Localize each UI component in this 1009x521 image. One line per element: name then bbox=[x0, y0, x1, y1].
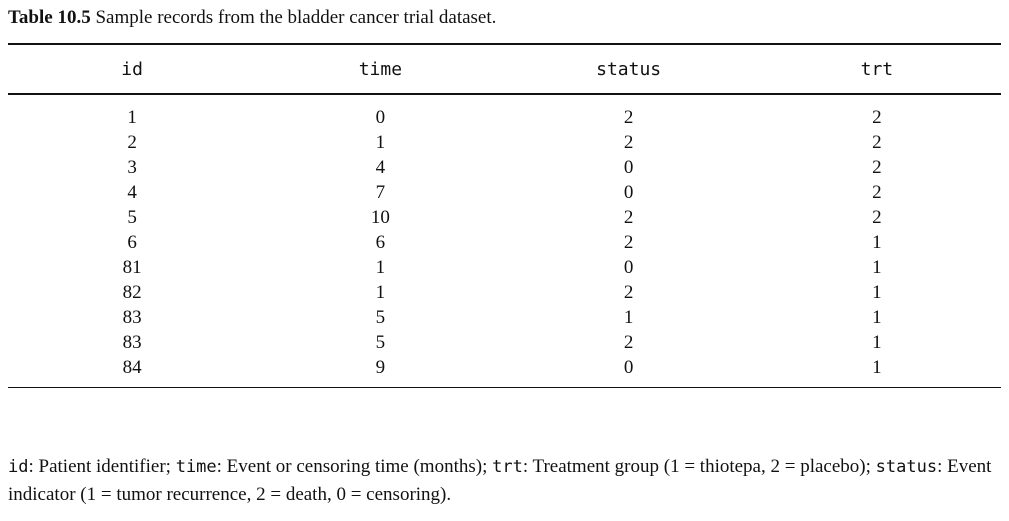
table-cell-id: 81 bbox=[122, 257, 142, 278]
top-rule bbox=[8, 43, 1001, 45]
table-cell-trt: 2 bbox=[872, 157, 882, 178]
table-row: 84 9 0 1 bbox=[8, 355, 1001, 387]
footnote-code-time: time bbox=[175, 457, 217, 477]
table-row: 83 5 1 1 bbox=[8, 305, 1001, 330]
footnote-text-trt: : Treatment group (1 = thiotepa, 2 = pla… bbox=[522, 456, 876, 477]
table-cell-id: 82 bbox=[122, 282, 142, 303]
table-cell-id: 4 bbox=[127, 182, 137, 203]
footnote-code-trt: trt bbox=[492, 457, 523, 477]
table-cell-id: 2 bbox=[127, 132, 137, 153]
column-header-time: time bbox=[358, 58, 403, 80]
footnote-text-status: : Event indicator (1 = tumor recurrence,… bbox=[8, 456, 992, 505]
table-row: 6 6 2 1 bbox=[8, 230, 1001, 255]
table-cell-status: 0 bbox=[623, 182, 634, 203]
table-cell-time: 5 bbox=[375, 307, 386, 328]
table-cell-time: 1 bbox=[375, 282, 386, 303]
table-cell-time: 4 bbox=[375, 157, 386, 178]
footnote-code-status: status bbox=[875, 457, 938, 477]
table-cell-status: 2 bbox=[623, 107, 634, 128]
table-cell-status: 0 bbox=[623, 257, 634, 278]
table-cell-status: 2 bbox=[623, 207, 634, 228]
table-cell-time: 10 bbox=[370, 207, 390, 228]
table-cell-trt: 1 bbox=[872, 332, 882, 353]
data-table-container: id time status trt 1 0 2 2 2 1 2 2 3 4 0 2 4 7 0 2 5 10 2 2… bbox=[8, 43, 1001, 388]
table-cell-trt: 2 bbox=[872, 207, 882, 228]
table-cell-trt: 1 bbox=[872, 357, 882, 378]
table-row: 4 7 0 2 bbox=[8, 180, 1001, 205]
header-rule bbox=[8, 93, 1001, 95]
table-cell-status: 2 bbox=[623, 332, 634, 353]
table-cell-time: 5 bbox=[375, 332, 386, 353]
table-row: 5 10 2 2 bbox=[8, 205, 1001, 230]
table-cell-time: 6 bbox=[375, 232, 386, 253]
data-table: id time status trt bbox=[8, 45, 1001, 93]
table-cell-time: 0 bbox=[375, 107, 386, 128]
table-footnote: id: Patient identifier; time: Event or c… bbox=[8, 453, 1008, 508]
table-cell-status: 0 bbox=[623, 357, 634, 378]
table-cell-status: 2 bbox=[623, 232, 634, 253]
table-row: 3 4 0 2 bbox=[8, 155, 1001, 180]
table-cell-trt: 1 bbox=[872, 282, 882, 303]
table-cell-id: 84 bbox=[122, 357, 142, 378]
table-cell-time: 1 bbox=[375, 132, 386, 153]
footnote-text-time: : Event or censoring time (months); bbox=[216, 456, 493, 477]
table-row: 81 1 0 1 bbox=[8, 255, 1001, 280]
table-cell-id: 83 bbox=[122, 332, 142, 353]
table-cell-status: 2 bbox=[623, 132, 634, 153]
table-cell-id: 1 bbox=[127, 107, 137, 128]
table-cell-status: 1 bbox=[623, 307, 634, 328]
table-cell-time: 7 bbox=[375, 182, 386, 203]
table-cell-trt: 2 bbox=[872, 182, 882, 203]
table-row: 82 1 2 1 bbox=[8, 280, 1001, 305]
table-caption-label: Table 10.5 bbox=[8, 7, 91, 28]
table-cell-trt: 1 bbox=[872, 257, 882, 278]
data-table-body: 1 0 2 2 2 1 2 2 3 4 0 2 4 7 0 2 5 10 2 2 6 6 2 1 81 1 0 1 82 1 2 1 83 5 1 1… bbox=[8, 95, 1001, 387]
footnote-text-id: : Patient identifier; bbox=[28, 456, 176, 477]
table-cell-status: 0 bbox=[623, 157, 634, 178]
column-header-id: id bbox=[121, 58, 143, 80]
bottom-rule bbox=[8, 387, 1001, 388]
table-cell-trt: 2 bbox=[872, 132, 882, 153]
table-header-row: id time status trt bbox=[8, 45, 1001, 93]
table-row: 83 5 2 1 bbox=[8, 330, 1001, 355]
table-cell-status: 2 bbox=[623, 282, 634, 303]
table-cell-time: 1 bbox=[375, 257, 386, 278]
table-cell-id: 5 bbox=[127, 207, 137, 228]
table-row: 1 0 2 2 bbox=[8, 95, 1001, 130]
table-caption-text: Sample records from the bladder cancer t… bbox=[95, 7, 497, 28]
table-cell-time: 9 bbox=[375, 357, 386, 378]
table-cell-trt: 1 bbox=[872, 307, 882, 328]
footnote-code-id: id bbox=[8, 457, 29, 477]
column-header-status: status bbox=[596, 58, 662, 80]
table-row: 2 1 2 2 bbox=[8, 130, 1001, 155]
table-cell-trt: 2 bbox=[872, 107, 882, 128]
table-cell-id: 83 bbox=[122, 307, 142, 328]
column-header-trt: trt bbox=[860, 58, 894, 80]
table-cell-trt: 1 bbox=[872, 232, 882, 253]
table-cell-id: 6 bbox=[127, 232, 137, 253]
table-caption: Table 10.5 Sample records from the bladd… bbox=[8, 6, 496, 30]
table-cell-id: 3 bbox=[127, 157, 137, 178]
